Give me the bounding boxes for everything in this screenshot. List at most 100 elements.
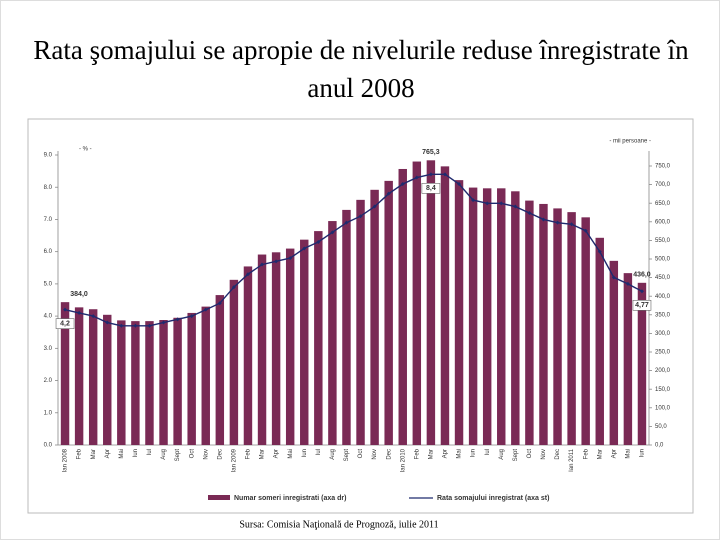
x-tick-label: Ian 2008 bbox=[63, 448, 69, 472]
y2-tick-label: 700,0 bbox=[655, 182, 671, 188]
bar bbox=[468, 187, 478, 446]
line-marker bbox=[91, 314, 96, 319]
y-tick-label: 8.0 bbox=[44, 185, 53, 191]
x-tick-label: Oct bbox=[189, 449, 195, 459]
bar bbox=[525, 200, 534, 445]
bar bbox=[88, 309, 98, 445]
legend-label: Numar someri inregistrati (axa dr) bbox=[234, 495, 346, 502]
bar bbox=[511, 191, 520, 445]
line-marker bbox=[442, 172, 447, 177]
x-tick-label: Nov bbox=[541, 449, 547, 460]
line-marker bbox=[386, 191, 391, 196]
line-marker bbox=[133, 323, 138, 328]
y2-tick-label: 150,0 bbox=[655, 387, 671, 393]
line-marker bbox=[330, 230, 335, 235]
x-tick-label: Dec bbox=[386, 449, 392, 460]
line-marker bbox=[513, 204, 518, 209]
x-tick-label: Sept bbox=[513, 449, 519, 462]
y2-tick-label: 50,0 bbox=[655, 424, 667, 430]
y2-tick-label: 550,0 bbox=[655, 238, 671, 244]
line-value-label: 4,77 bbox=[635, 302, 649, 309]
bar bbox=[553, 208, 562, 445]
bar bbox=[173, 317, 182, 445]
bar bbox=[482, 188, 492, 445]
x-tick-label: Feb bbox=[583, 448, 589, 459]
line-marker bbox=[358, 214, 363, 219]
bar bbox=[187, 312, 196, 445]
value-label-box bbox=[632, 299, 652, 311]
x-tick-label: Mai bbox=[625, 449, 631, 459]
x-tick-label: Mar bbox=[597, 449, 603, 459]
x-tick-label: Ian 2011 bbox=[569, 448, 575, 472]
line-marker bbox=[203, 307, 208, 312]
x-tick-label: Iul bbox=[147, 449, 153, 455]
value-label-box bbox=[55, 318, 75, 329]
y2-tick-label: 750,0 bbox=[655, 164, 671, 170]
bar bbox=[117, 320, 126, 445]
bar bbox=[271, 252, 281, 445]
x-tick-label: Ian 2009 bbox=[231, 448, 237, 472]
x-tick-label: Apr bbox=[611, 449, 617, 458]
x-tick-label: Aug bbox=[161, 449, 167, 460]
x-tick-label: Feb bbox=[414, 448, 420, 459]
bar bbox=[201, 306, 210, 445]
x-tick-label: Mai bbox=[119, 449, 125, 459]
line bbox=[64, 173, 643, 327]
y2-axis-label: - mii persoane - bbox=[609, 139, 651, 145]
line-marker bbox=[372, 204, 377, 209]
line-marker bbox=[274, 259, 279, 264]
bar-value-label: 765,3 bbox=[422, 149, 440, 156]
line-marker bbox=[231, 285, 236, 290]
bar bbox=[623, 273, 633, 445]
bar bbox=[74, 307, 84, 445]
line-marker bbox=[555, 220, 560, 225]
x-tick-label: Mar bbox=[91, 449, 97, 459]
bar bbox=[581, 217, 590, 445]
bar bbox=[384, 180, 393, 445]
legend-label: Rata somajului inregistrat (axa st) bbox=[437, 495, 549, 502]
y-tick-label: 9.0 bbox=[44, 153, 53, 159]
line-marker bbox=[288, 256, 293, 261]
bar bbox=[398, 168, 407, 445]
x-tick-label: Feb bbox=[246, 448, 252, 459]
y-axis-label: - % - bbox=[79, 147, 92, 153]
bar bbox=[637, 282, 647, 445]
x-tick-label: Apr bbox=[105, 449, 111, 458]
line-value-label: 4,2 bbox=[60, 321, 70, 328]
x-tick-label: Mar bbox=[428, 449, 434, 459]
bar-value-label: 384,0 bbox=[70, 291, 88, 298]
bar bbox=[243, 266, 253, 445]
y-tick-label: 1.0 bbox=[44, 410, 53, 416]
y2-tick-label: 500,0 bbox=[655, 257, 671, 263]
x-tick-label: Aug bbox=[330, 449, 336, 460]
line-marker bbox=[161, 320, 166, 325]
x-tick-label: Iun bbox=[471, 449, 477, 457]
line-marker bbox=[639, 289, 644, 294]
line-marker bbox=[428, 172, 433, 177]
bar bbox=[356, 199, 365, 445]
line-marker bbox=[527, 211, 532, 215]
x-tick-label: Dec bbox=[555, 449, 561, 460]
bar bbox=[370, 189, 379, 445]
bar bbox=[454, 180, 464, 446]
x-tick-label: Iun bbox=[640, 449, 646, 457]
x-tick-label: Sept bbox=[175, 449, 181, 462]
line-marker bbox=[569, 222, 574, 227]
bar bbox=[609, 260, 619, 445]
bar bbox=[440, 166, 450, 445]
legend-swatch-bar bbox=[208, 495, 230, 500]
x-tick-label: Iun bbox=[302, 449, 308, 457]
bar bbox=[257, 254, 267, 445]
line-marker bbox=[245, 272, 250, 277]
y2-tick-label: 400,0 bbox=[655, 294, 671, 300]
line-marker bbox=[414, 175, 419, 180]
x-tick-label: Iul bbox=[485, 449, 491, 455]
line-marker bbox=[77, 310, 82, 315]
bar bbox=[215, 295, 225, 445]
bar bbox=[103, 314, 112, 445]
line-marker bbox=[316, 240, 321, 244]
x-tick-label: Mai bbox=[288, 449, 294, 459]
y2-tick-label: 650,0 bbox=[655, 201, 671, 207]
bar bbox=[300, 239, 309, 445]
